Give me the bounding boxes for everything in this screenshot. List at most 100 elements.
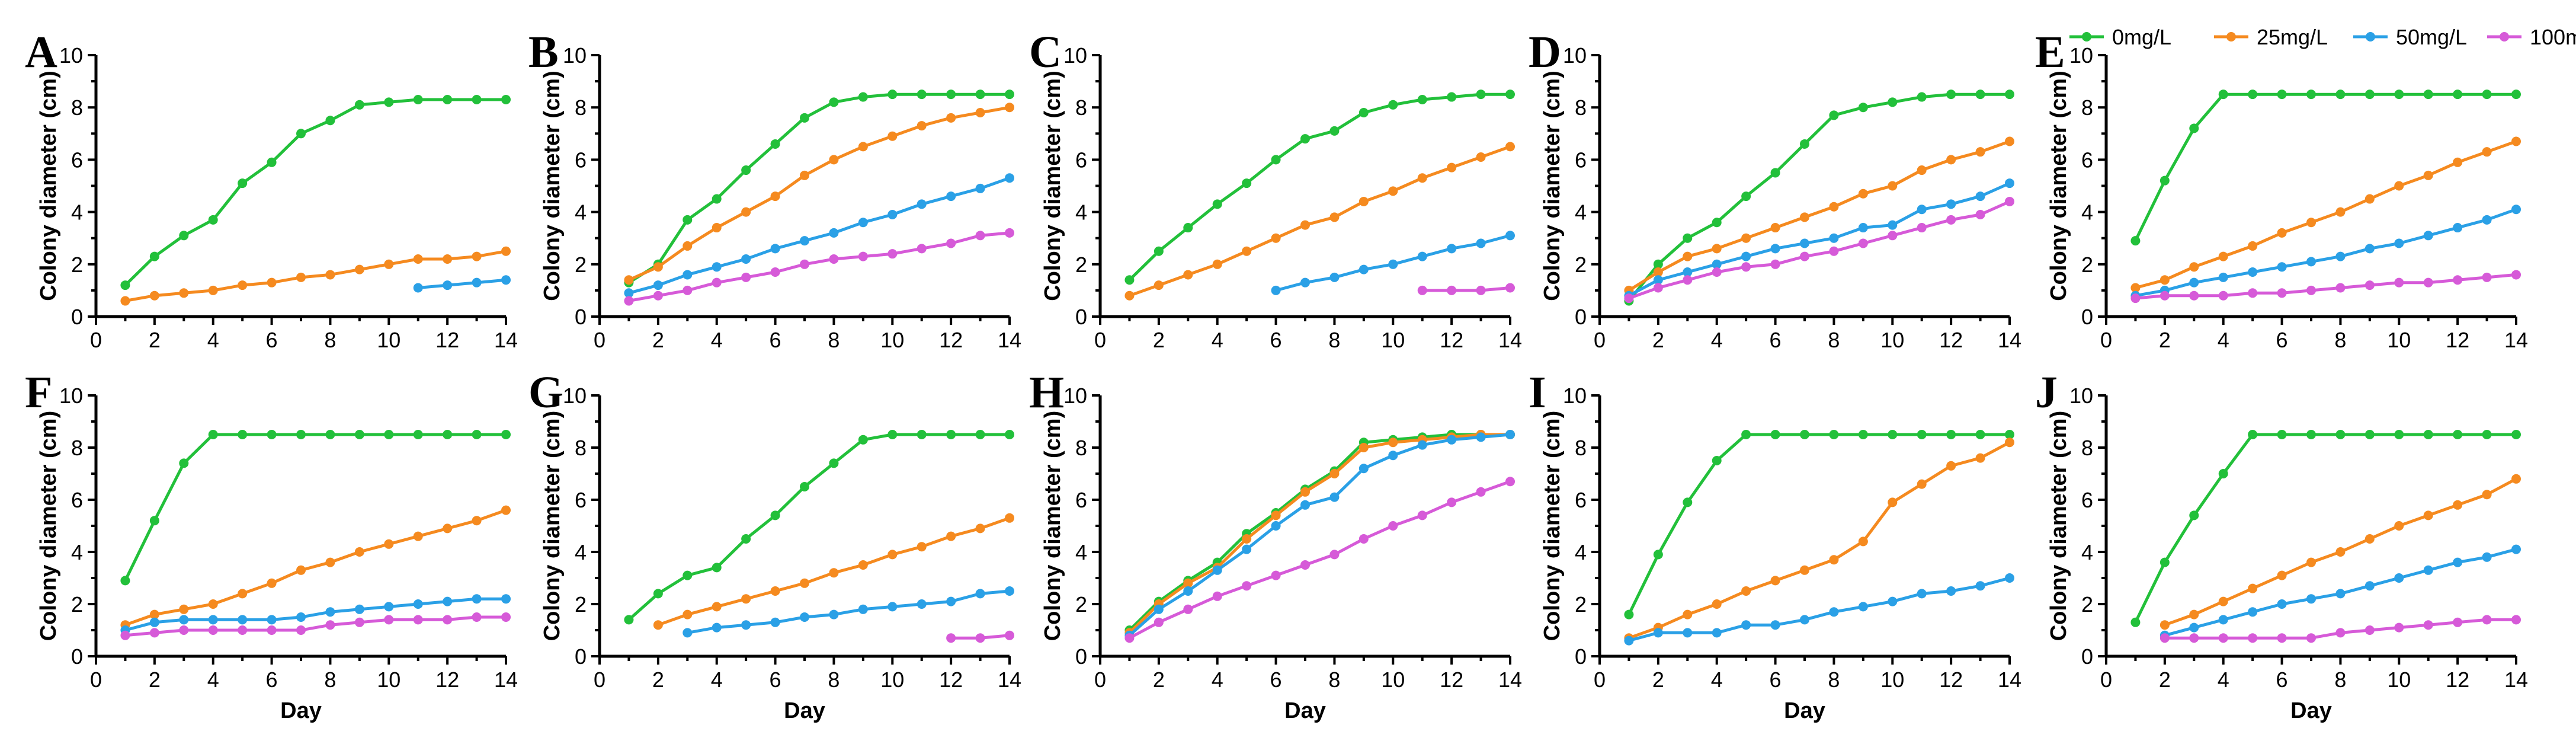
x-tick-label: 2: [1652, 328, 1664, 352]
data-point: [2453, 430, 2463, 439]
data-point: [2423, 170, 2433, 180]
data-point: [1800, 139, 1809, 149]
data-point: [1800, 615, 1809, 625]
data-point: [653, 290, 663, 301]
data-point: [238, 430, 248, 439]
data-point: [1359, 443, 1369, 452]
data-point: [2364, 194, 2375, 204]
data-point: [1946, 586, 1956, 596]
x-tick-label: 14: [2504, 668, 2528, 692]
series-line-0mgl: [1627, 92, 2010, 302]
x-tick-label: 14: [494, 328, 518, 352]
data-point: [2364, 625, 2375, 635]
data-point: [1975, 210, 1985, 220]
data-point: [1447, 92, 1457, 102]
x-tick-label: 0: [1594, 668, 1606, 692]
data-point: [2335, 207, 2346, 217]
data-point: [2160, 620, 2170, 630]
data-point: [1917, 589, 1927, 599]
data-point: [1388, 438, 1398, 448]
data-point: [1329, 550, 1340, 560]
data-point: [712, 563, 722, 573]
data-point: [858, 92, 868, 102]
x-tick-label: 0: [2100, 668, 2112, 692]
y-tick-label: 8: [2081, 95, 2093, 120]
data-point: [1271, 285, 1281, 295]
data-point: [2423, 430, 2433, 439]
data-point: [1417, 510, 1427, 521]
series-line-0mgl: [1128, 92, 1510, 282]
data-point: [829, 97, 839, 107]
x-tick-label: 10: [1880, 328, 1904, 352]
data-point: [2218, 596, 2228, 606]
x-tick-label: 14: [998, 328, 1021, 352]
series-0mgl: [120, 430, 511, 586]
x-tick-label: 0: [90, 668, 102, 692]
y-tick-label: 10: [1063, 43, 1087, 68]
data-point: [2453, 557, 2463, 567]
x-tick-label: 0: [1094, 328, 1106, 352]
data-point: [384, 430, 394, 439]
data-point: [1329, 126, 1340, 136]
y-tick-label: 0: [71, 644, 83, 669]
series-0mgl: [2130, 430, 2521, 627]
data-point: [1683, 497, 1693, 507]
x-tick-label: 12: [1939, 668, 1963, 692]
data-point: [887, 430, 898, 439]
data-point: [1359, 108, 1369, 118]
data-point: [1683, 609, 1693, 620]
data-point: [1505, 142, 1515, 152]
series-25mgl: [120, 505, 511, 630]
data-point: [1505, 283, 1515, 293]
y-tick-label: 2: [2081, 253, 2093, 277]
data-point: [2364, 90, 2375, 100]
data-point: [267, 157, 277, 167]
data-point: [325, 430, 335, 439]
data-point: [1329, 272, 1340, 282]
series-line-50mgl: [418, 278, 507, 289]
data-point: [1770, 168, 1780, 178]
data-point: [413, 430, 423, 439]
data-point: [1388, 100, 1398, 110]
data-point: [1183, 586, 1193, 596]
data-point: [858, 604, 868, 614]
y-tick-label: 8: [1075, 95, 1087, 120]
x-tick-label: 8: [2334, 668, 2346, 692]
series-line-25mgl: [2135, 140, 2517, 289]
data-point: [1388, 451, 1398, 461]
data-point: [325, 620, 335, 630]
data-point: [2005, 196, 2014, 206]
data-point: [1770, 244, 1780, 254]
series-25mgl: [653, 513, 1014, 630]
data-point: [1829, 202, 1839, 212]
data-point: [1712, 456, 1722, 465]
data-point: [354, 604, 364, 614]
data-point: [1770, 620, 1780, 630]
data-point: [149, 290, 159, 301]
data-point: [1653, 259, 1663, 269]
data-point: [267, 430, 277, 439]
series-0mgl: [1624, 90, 2014, 306]
legend-label: 50mg/L: [2396, 25, 2467, 49]
data-point: [1653, 275, 1663, 285]
series-line-0mgl: [2134, 433, 2516, 623]
data-point: [501, 94, 511, 104]
x-tick-label: 12: [435, 328, 459, 352]
data-point: [946, 633, 956, 643]
x-tick-label: 4: [1711, 668, 1723, 692]
data-point: [1741, 251, 1751, 261]
data-point: [2189, 262, 2199, 272]
data-point: [800, 113, 809, 123]
data-point: [1359, 196, 1369, 206]
series-line-0mgl: [124, 433, 506, 582]
series-50mgl: [2160, 544, 2521, 640]
x-axis-label: Day: [280, 698, 322, 723]
data-point: [2335, 589, 2346, 599]
panel-f: F 0 2 4 6 8 10 12 14 0 2 4 6 8 10 Colony diameter (cm) D…: [25, 368, 518, 723]
data-point: [2218, 272, 2228, 282]
data-point: [1946, 155, 1956, 165]
data-point: [1124, 290, 1135, 301]
data-point: [2453, 157, 2463, 167]
data-point: [1800, 565, 1809, 575]
